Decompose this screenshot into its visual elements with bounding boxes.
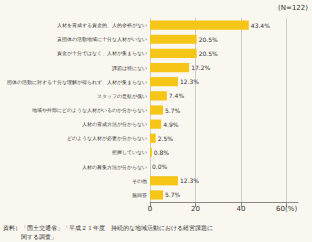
svg-text:(N=122): (N=122) xyxy=(278,4,308,12)
svg-text:17.2%: 17.2% xyxy=(191,64,210,71)
svg-text:2.5%: 2.5% xyxy=(158,135,174,142)
svg-text:20: 20 xyxy=(191,205,200,213)
svg-text:5.7%: 5.7% xyxy=(165,107,181,114)
svg-text:関する調査」: 関する調査」 xyxy=(3,233,57,241)
svg-text:団体の活動に対する十分な理解が得られず、人材が集まらない: 団体の活動に対する十分な理解が得られず、人材が集まらない xyxy=(7,79,147,86)
svg-text:スタッフの意欲が低い: スタッフの意欲が低い xyxy=(97,93,147,99)
svg-text:12.3%: 12.3% xyxy=(180,78,199,85)
svg-text:課題は特にない: 課題は特にない xyxy=(112,65,147,71)
svg-text:0.0%: 0.0% xyxy=(152,163,168,170)
svg-text:資金が十分ではなく、人材が集まらない: 資金が十分ではなく、人材が集まらない xyxy=(57,50,147,56)
svg-text:0.8%: 0.8% xyxy=(154,149,170,156)
svg-text:人材の育成方法が分からない: 人材の育成方法が分からない xyxy=(82,121,147,127)
svg-text:把握していない: 把握していない xyxy=(112,149,147,155)
svg-text:20.5%: 20.5% xyxy=(199,50,218,57)
svg-text:地域や外部にどのような人材がいるのか分からない: 地域や外部にどのような人材がいるのか分からない xyxy=(31,107,147,113)
svg-text:12.3%: 12.3% xyxy=(180,177,199,184)
svg-text:0: 0 xyxy=(148,205,152,213)
svg-text:43.4%: 43.4% xyxy=(251,22,270,29)
svg-text:どのような人材が必要か分からない: どのような人材が必要か分からない xyxy=(67,135,147,141)
svg-text:その他: その他 xyxy=(132,178,147,184)
svg-text:40: 40 xyxy=(237,205,246,213)
svg-text:7.4%: 7.4% xyxy=(169,92,185,99)
svg-text:60(%): 60(%) xyxy=(276,205,297,213)
svg-text:無回答: 無回答 xyxy=(132,192,147,198)
svg-text:人材を育成する資金的、人的余裕がない: 人材を育成する資金的、人的余裕がない xyxy=(57,22,147,28)
svg-text:資料）「国土交通省」「平成２１年度 持続的な地域活動における: 資料）「国土交通省」「平成２１年度 持続的な地域活動における経営課題に xyxy=(3,224,213,232)
svg-text:人材の募集方法が分からない: 人材の募集方法が分からない xyxy=(82,164,147,170)
svg-text:貴団体の活動地域に十分な人材がいない: 貴団体の活動地域に十分な人材がいない xyxy=(57,36,147,42)
svg-text:5.7%: 5.7% xyxy=(165,191,181,198)
svg-text:4.9%: 4.9% xyxy=(163,121,179,128)
svg-text:20.5%: 20.5% xyxy=(199,36,218,43)
